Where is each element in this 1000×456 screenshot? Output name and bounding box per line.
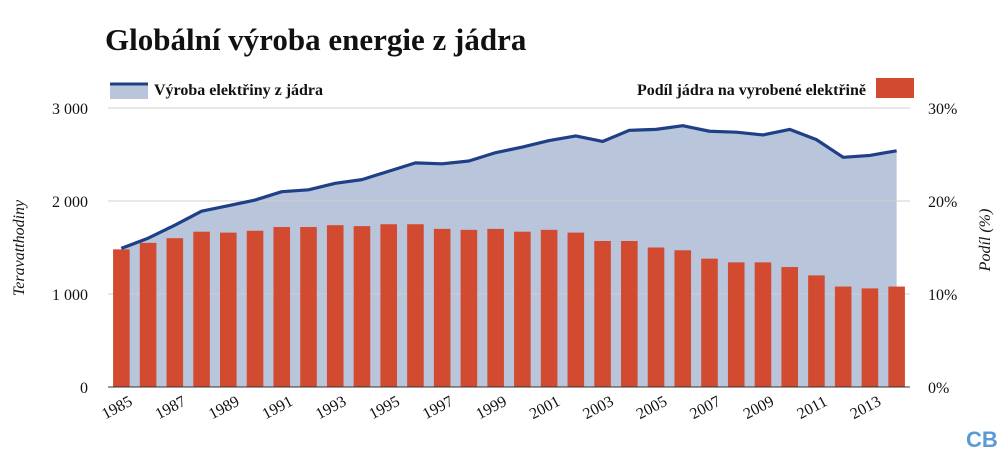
share-bar [193, 231, 210, 387]
x-tick-label: 2009 [741, 393, 777, 423]
share-bar [246, 230, 264, 387]
x-tick-label: 1997 [420, 393, 456, 423]
x-tick-label: 2003 [580, 393, 616, 423]
x-tick-label: 1989 [206, 393, 242, 423]
brand-logo: CB [966, 427, 998, 452]
share-bar [567, 232, 585, 387]
legend-label-production: Výroba elektřiny z jádra [154, 82, 323, 99]
x-tick-label: 2007 [687, 393, 723, 423]
share-bar [407, 224, 424, 387]
share-bar [594, 240, 611, 387]
share-bar [380, 224, 397, 387]
y-right-tick-label: 10% [928, 287, 957, 304]
production-line [120, 124, 897, 250]
plot-area: 0 1 000 2 000 3 000 0% 10% 20% 30% 1985 1987 1989 1… [52, 101, 957, 423]
share-bar [808, 275, 825, 387]
x-tick-label: 1995 [366, 393, 402, 423]
x-tick-label: 1987 [153, 393, 189, 423]
x-tick-label: 2001 [527, 393, 563, 423]
share-bar [353, 226, 371, 387]
share-bar [674, 250, 692, 387]
share-bar [701, 258, 718, 387]
x-tick-label: 2013 [848, 393, 884, 423]
x-tick-label: 1993 [313, 393, 349, 423]
share-bar [781, 267, 798, 387]
share-bar [273, 227, 291, 387]
share-bar [139, 242, 157, 387]
share-bar [487, 228, 504, 387]
x-tick-label: 1999 [473, 393, 509, 423]
share-bar [834, 286, 852, 387]
x-tick-label: 2011 [794, 393, 830, 423]
y-right-axis-title: Podíl (%) [977, 209, 994, 273]
legend-bar-swatch [876, 78, 914, 98]
share-bar [754, 262, 772, 387]
x-tick-label: 1985 [99, 393, 135, 423]
share-bar [540, 229, 558, 387]
y-left-tick-label: 2 000 [52, 194, 88, 211]
share-bar [888, 286, 905, 387]
share-bar [861, 288, 879, 387]
share-bar [326, 225, 344, 387]
y-left-tick-label: 0 [80, 380, 88, 397]
share-bar [433, 228, 451, 387]
share-bar [647, 247, 665, 387]
chart-title: Globální výroba energie z jádra [105, 22, 527, 57]
y-right-tick-label: 0% [928, 380, 949, 397]
y-right-tick-label: 30% [928, 101, 957, 118]
y-right-tick-label: 20% [928, 194, 957, 211]
share-bar [300, 227, 317, 387]
y-left-tick-label: 3 000 [52, 101, 88, 118]
share-bar [727, 262, 745, 387]
x-tick-label: 1991 [260, 393, 296, 423]
production-area [121, 125, 897, 388]
share-bar [166, 238, 184, 387]
x-tick-label: 2005 [634, 393, 670, 423]
share-bar [460, 229, 478, 387]
y-left-tick-label: 1 000 [52, 287, 88, 304]
share-bar [113, 249, 130, 387]
share-bar [514, 231, 531, 387]
legend-label-share: Podíl jádra na vyrobené elektřině [637, 82, 866, 99]
share-bar [621, 240, 638, 387]
legend-area-swatch [110, 83, 148, 99]
y-left-axis-title: Teravatthodiny [11, 199, 28, 296]
share-bar [220, 232, 237, 387]
